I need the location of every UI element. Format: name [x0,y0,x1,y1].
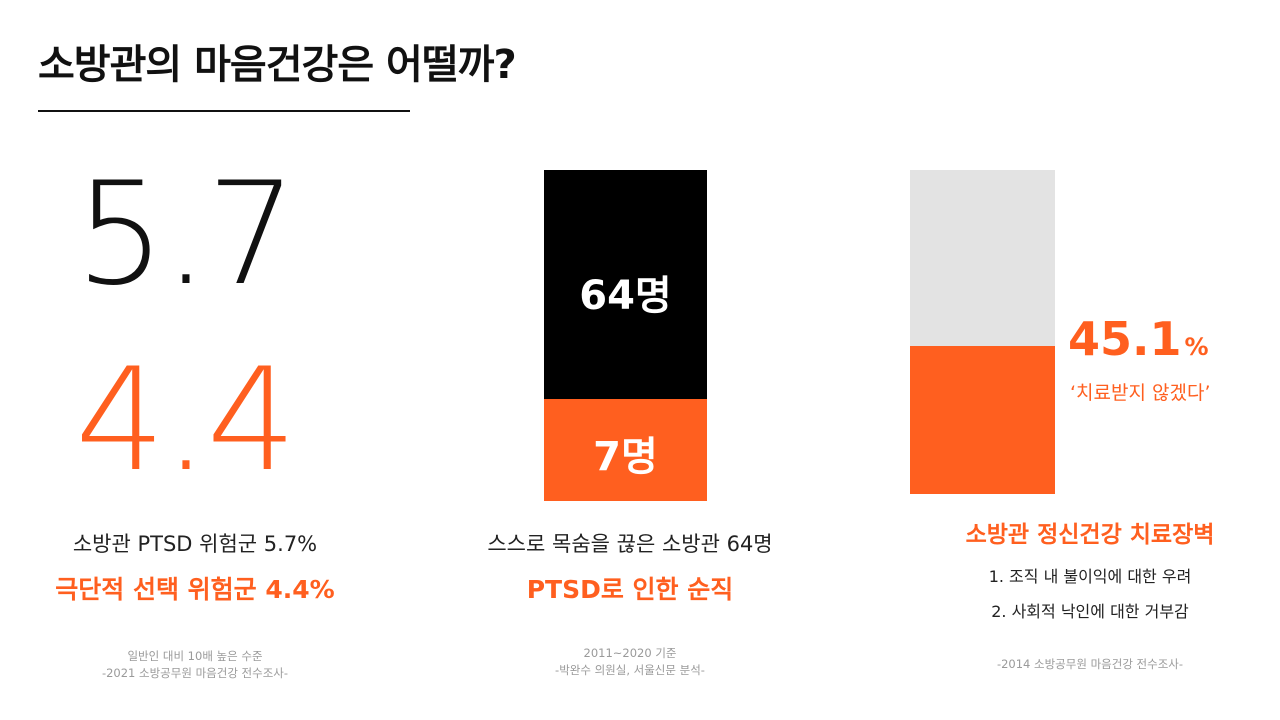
refusal-caption: ‘치료받지 않겠다’ [1070,382,1211,404]
middle-note-line1: 2011~2020 기준 [583,646,677,660]
left-highlight: 극단적 선택 위험군 4.4% [55,575,335,604]
refusal-bar-background [910,170,1055,346]
refusal-bar-fill [910,346,1055,494]
left-note: 일반인 대비 10배 높은 수준 -2021 소방공무원 마음건강 전수조사- [0,648,390,682]
suicide-risk-value: 4.4 [75,338,297,503]
refusal-percent-value: 45.1 [1068,312,1182,366]
barrier-item-1: 1. 조직 내 불이익에 대한 우려 [988,567,1192,586]
barrier-item-2: 2. 사회적 낙인에 대한 거부감 [991,602,1189,621]
right-note: -2014 소방공무원 마음건강 전수조사- [996,657,1184,671]
middle-note: 2011~2020 기준 -박완수 의원실, 서울신문 분석- [430,645,830,679]
left-note-line1: 일반인 대비 10배 높은 수준 [127,649,263,663]
left-note-line2: -2021 소방공무원 마음건강 전수조사- [101,666,289,680]
middle-subtitle: 스스로 목숨을 끊은 소방관 64명 [487,532,773,556]
title-underline [38,110,410,112]
page-title: 소방관의 마음건강은 어떨까? [38,42,517,88]
middle-note-line2: -박완수 의원실, 서울신문 분석- [555,663,705,677]
middle-highlight: PTSD로 인한 순직 [526,575,734,604]
refusal-percent-unit: % [1184,333,1209,361]
ptsd-risk-value: 5.7 [75,152,297,317]
ptsd-deaths-label: 7명 [593,434,658,480]
refusal-percent: 45.1% [1068,312,1209,366]
total-suicides-bar [544,170,707,399]
left-subtitle: 소방관 PTSD 위험군 5.7% [72,532,318,556]
ptsd-line-of-duty-bar [544,399,707,501]
right-highlight: 소방관 정신건강 치료장벽 [965,522,1215,548]
total-suicides-label: 64명 [579,273,672,319]
